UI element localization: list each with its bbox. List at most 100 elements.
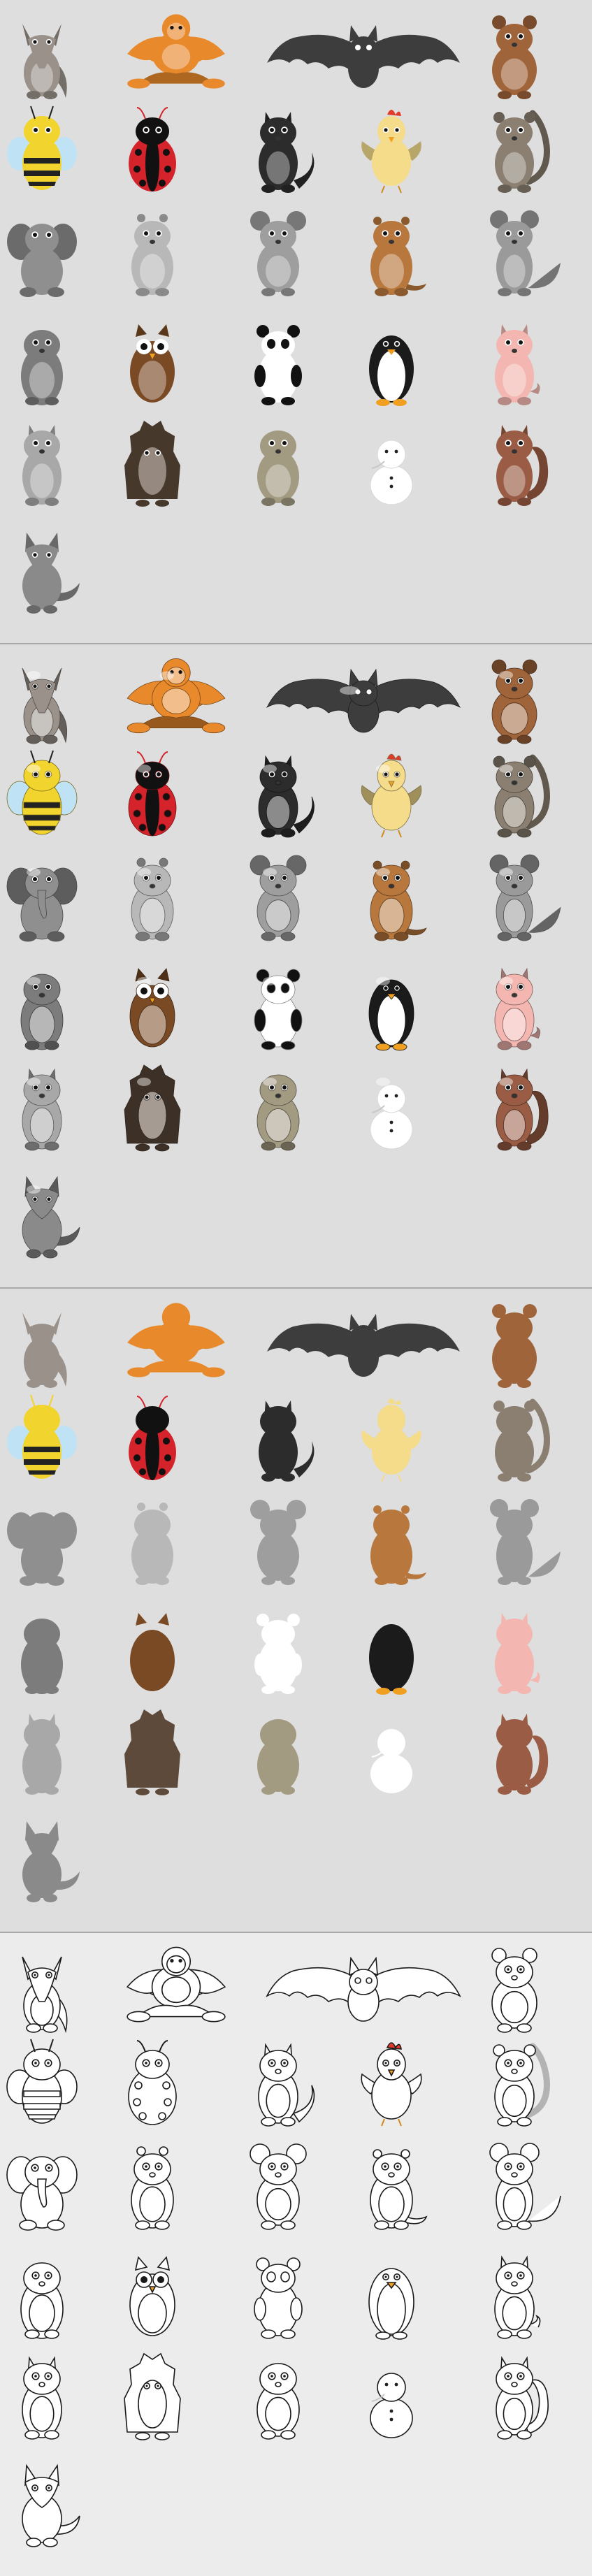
cat-icon [243, 748, 315, 839]
hippo-icon [117, 1496, 187, 1586]
mole-icon [7, 2249, 77, 2340]
sloth-icon [243, 2350, 313, 2440]
raccoon-icon [7, 2350, 77, 2440]
elephant-icon [7, 1496, 77, 1586]
raccoon-icon [7, 1705, 77, 1796]
bee-icon [6, 2036, 78, 2127]
owl-icon [117, 1605, 187, 1695]
squirrel-icon [479, 1705, 549, 1796]
orangutan-icon [117, 10, 235, 89]
squirrel-icon [479, 2350, 549, 2440]
wolf-icon [7, 1813, 80, 1904]
aardvark-icon [7, 1298, 77, 1389]
pig-icon [479, 2249, 549, 2340]
bee-icon [6, 748, 78, 839]
raccoon-icon [7, 1061, 77, 1152]
bat-icon [266, 22, 461, 88]
mouse-icon [479, 207, 561, 298]
bee-icon [7, 1392, 77, 1483]
owl-icon [117, 2249, 187, 2340]
koala-icon [243, 1496, 313, 1586]
bat-icon [266, 1311, 461, 1377]
cat-icon [243, 2036, 315, 2127]
chicken-icon [356, 748, 426, 839]
penguin-icon [356, 1605, 426, 1695]
mole-icon [7, 316, 77, 407]
groundhog-icon [356, 1496, 426, 1586]
lemur-icon [479, 103, 550, 194]
penguin-icon [356, 2249, 426, 2340]
groundhog-icon [356, 207, 426, 298]
panel-divider [0, 1932, 592, 1933]
bat-icon [266, 1955, 461, 2022]
snowman-icon [356, 417, 426, 507]
orangutan-icon [117, 1298, 235, 1378]
squirrel-icon [479, 417, 549, 507]
panel-silhouettes [0, 1289, 592, 1932]
pig-icon [479, 960, 549, 1051]
panel-outlines [0, 1933, 592, 2576]
elephant-icon [7, 207, 77, 298]
elephant-icon [6, 2140, 78, 2231]
hippo-icon [117, 207, 187, 298]
lemur-icon [479, 1392, 550, 1483]
ladybug-icon [117, 1392, 187, 1483]
bat-icon [266, 667, 461, 733]
hedgehog-icon [117, 417, 187, 507]
groundhog-icon [356, 851, 427, 942]
bear-icon [479, 10, 549, 101]
panda-icon [243, 960, 313, 1051]
hedgehog-icon [117, 2350, 187, 2440]
orangutan-icon [117, 1943, 235, 2023]
snowman-icon [356, 2350, 426, 2440]
panel-divider [0, 643, 592, 644]
snowman-icon [356, 1705, 426, 1796]
owl-icon [117, 960, 187, 1051]
bee-icon [7, 103, 77, 194]
raccoon-icon [7, 417, 77, 507]
koala-icon [243, 2140, 313, 2231]
aardvark-icon [7, 654, 77, 745]
koala-icon [243, 207, 313, 298]
sloth-icon [243, 1061, 313, 1152]
cat-icon [243, 103, 315, 194]
bear-icon [479, 654, 549, 745]
hippo-icon [117, 2140, 187, 2231]
panda-icon [243, 2249, 313, 2340]
chicken-icon [356, 1392, 426, 1483]
ladybug-icon [117, 2036, 187, 2127]
lemur-icon [479, 748, 550, 839]
lemur-icon [479, 2036, 550, 2127]
hedgehog-icon [117, 1705, 187, 1796]
penguin-icon [356, 316, 426, 407]
mouse-icon [479, 1496, 561, 1586]
mouse-icon [479, 2140, 561, 2231]
sloth-icon [243, 417, 313, 507]
hedgehog-icon [117, 1061, 187, 1152]
owl-icon [117, 316, 187, 407]
ladybug-icon [117, 103, 187, 194]
pig-icon [479, 1605, 549, 1695]
squirrel-icon [479, 1061, 549, 1152]
panel-color-glossy [0, 644, 592, 1287]
panda-icon [243, 316, 313, 407]
chicken-icon [356, 103, 426, 194]
elephant-icon [6, 851, 78, 942]
chicken-icon [356, 2036, 426, 2127]
aardvark-icon [7, 10, 77, 101]
mole-icon [7, 1605, 77, 1695]
panel-divider [0, 1287, 592, 1289]
wolf-icon [7, 2457, 80, 2548]
panel-color-flat [0, 0, 592, 643]
sloth-icon [243, 1705, 313, 1796]
aardvark-icon [7, 1943, 77, 2034]
bear-icon [479, 1298, 549, 1389]
panda-icon [243, 1605, 313, 1695]
pig-icon [479, 316, 549, 407]
koala-icon [243, 851, 313, 942]
cat-icon [243, 1392, 315, 1483]
mouse-icon [479, 851, 561, 942]
hippo-icon [117, 851, 187, 942]
bear-icon [479, 1943, 549, 2034]
groundhog-icon [356, 2140, 428, 2231]
